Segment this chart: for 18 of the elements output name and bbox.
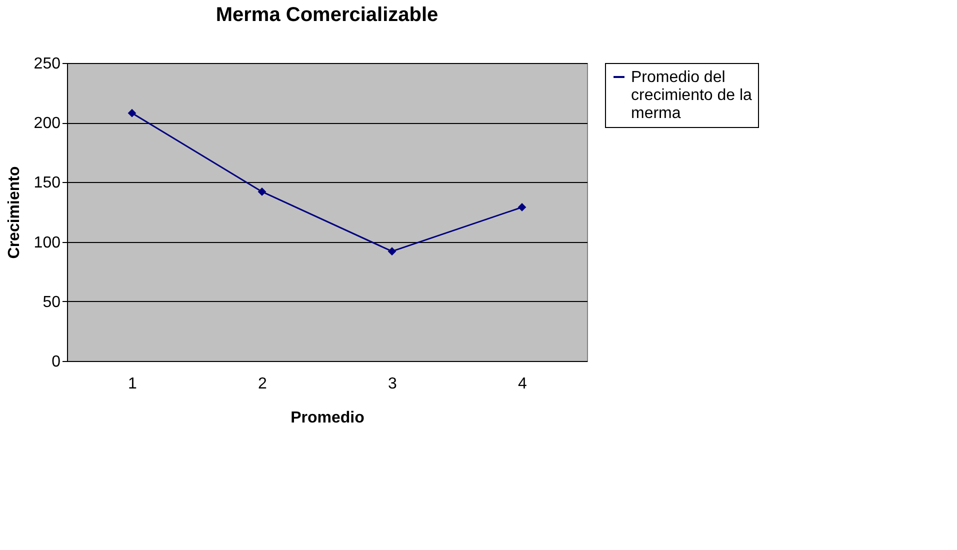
y-tick-label: 50	[42, 294, 61, 311]
x-tick-label: 2	[258, 376, 268, 392]
y-tick-label: 250	[34, 56, 61, 72]
x-tick-label: 4	[518, 376, 528, 392]
y-tick-label: 0	[52, 354, 61, 370]
y-tick-label: 150	[34, 174, 61, 192]
chart-title: Merma Comercializable	[216, 4, 438, 26]
y-tick-label: 200	[34, 115, 61, 132]
y-tick-label: 100	[34, 234, 61, 252]
point	[258, 188, 266, 196]
x-axis-title: Promedio	[290, 410, 365, 426]
legend-label: Promedio del crecimiento de la merma	[631, 69, 752, 122]
point	[518, 203, 526, 212]
point	[128, 108, 136, 118]
x-tick-label: 3	[388, 376, 398, 392]
point	[388, 247, 396, 256]
y-axis-title: Crecimiento	[6, 166, 23, 259]
x-tick-label: 1	[128, 376, 138, 392]
